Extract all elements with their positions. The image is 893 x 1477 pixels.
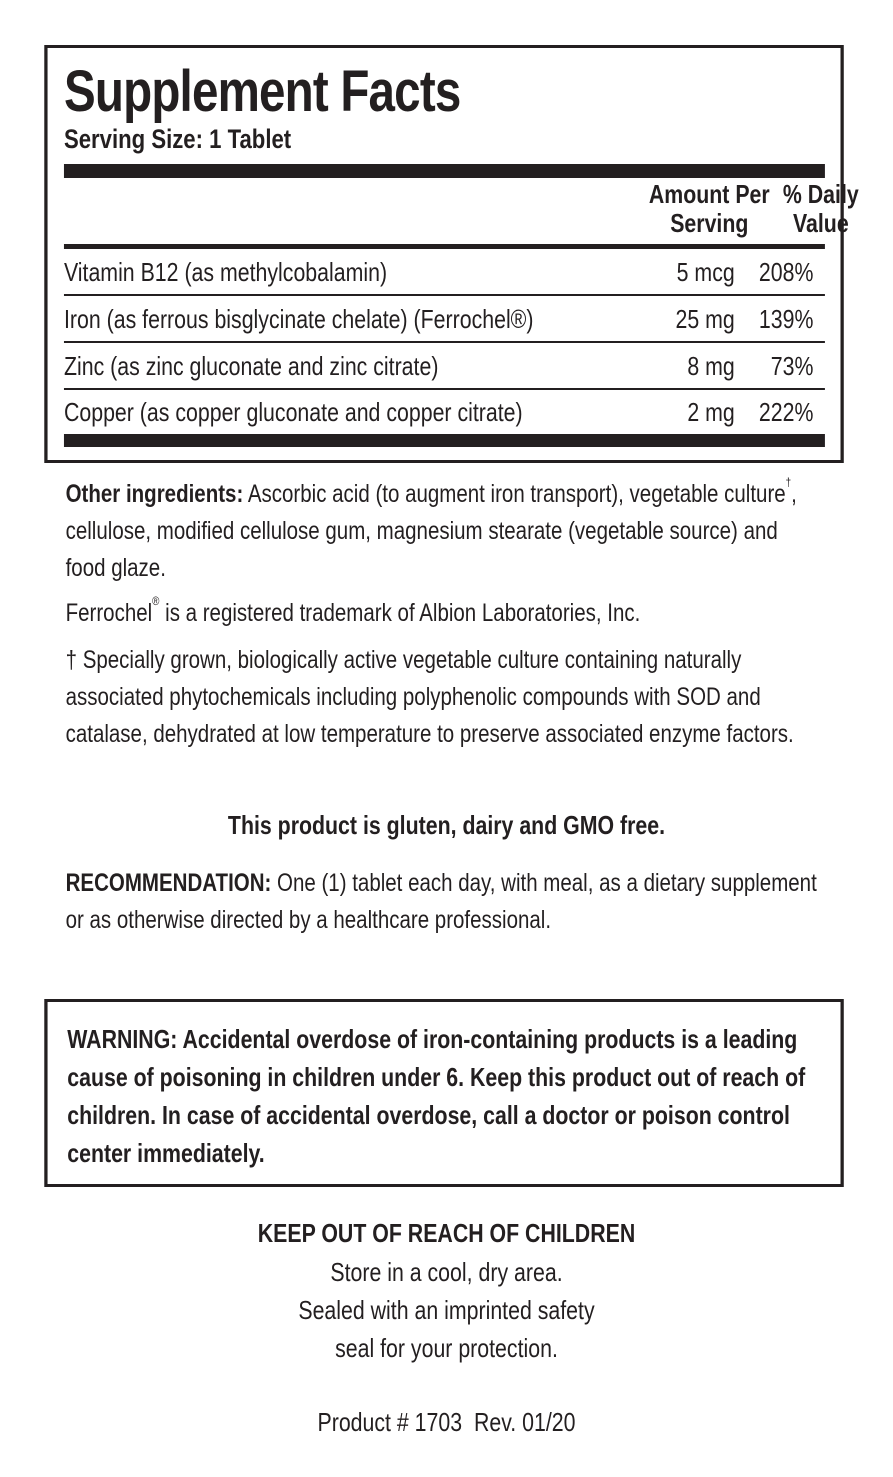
trademark-name: Ferrochel <box>65 599 153 627</box>
supplement-facts-panel: Supplement Facts Serving Size: 1 Tablet … <box>44 45 859 463</box>
other-ingredients-label: Other ingredients: <box>65 480 244 508</box>
header-dv-line1: % Daily <box>782 179 859 209</box>
nutrient-amount: 8 mg <box>687 351 735 381</box>
recommendation-label: RECOMMENDATION: <box>65 869 272 897</box>
seal-text-1: Sealed with an imprinted safety <box>298 1295 595 1325</box>
nutrient-amount: 2 mg <box>687 397 735 427</box>
dagger-mark: † <box>785 475 792 489</box>
header-amount-line2: Serving <box>670 208 749 238</box>
header-dv-line2: Value <box>792 208 849 238</box>
nutrient-name: Zinc (as zinc gluconate and zinc citrate… <box>63 351 439 381</box>
nutrient-amount: 25 mg <box>675 304 735 334</box>
warning-box: WARNING: Accidental overdose of iron-con… <box>44 999 844 1187</box>
nutrient-dv: 139% <box>758 304 814 334</box>
keep-out-heading: KEEP OUT OF REACH OF CHILDREN <box>257 1218 636 1248</box>
divider-medium <box>63 244 825 249</box>
trademark-note: Ferrochel® is a registered trademark of … <box>66 595 820 632</box>
nutrient-dv: 73% <box>770 351 814 381</box>
nutrient-amount: 5 mcg <box>676 257 735 287</box>
nutrient-dv: 208% <box>758 257 814 287</box>
nutrient-name: Vitamin B12 (as methylcobalamin) <box>63 257 388 287</box>
nutrient-name: Iron (as ferrous bisglycinate chelate) (… <box>63 304 534 334</box>
storage-text: Store in a cool, dry area. <box>330 1257 563 1287</box>
registered-mark: ® <box>152 594 160 608</box>
divider-thick <box>63 164 825 178</box>
warning-text: WARNING: Accidental overdose of iron-con… <box>67 1024 806 1168</box>
product-number: Product # 1703 Rev. 01/20 <box>317 1407 576 1437</box>
header-amount: Amount Per Serving <box>648 180 771 238</box>
recommendation-text: One (1) tablet each day, with meal, as a… <box>65 869 817 934</box>
table-row: Iron (as ferrous bisglycinate chelate) (… <box>63 296 825 343</box>
culture-note: † Specially grown, biologically active v… <box>65 646 794 748</box>
trademark-text: is a registered trademark of Albion Labo… <box>159 599 641 627</box>
other-ingredients-text: Ascorbic acid (to augment iron transport… <box>243 480 786 508</box>
divider-thick-bottom <box>63 434 825 447</box>
table-row: Copper (as copper gluconate and copper c… <box>64 389 825 434</box>
header-daily-value: % Daily Value <box>780 180 862 238</box>
seal-text-2: seal for your protection. <box>335 1333 558 1363</box>
free-statement: This product is gluten, dairy and GMO fr… <box>227 810 666 840</box>
panel-title: Supplement Facts <box>63 59 461 124</box>
other-ingredients-text-cont: , cellulose, modified cellulose gum, mag… <box>65 480 797 582</box>
nutrient-dv: 222% <box>758 397 814 427</box>
recommendation: RECOMMENDATION: One (1) tablet each day,… <box>66 865 820 939</box>
serving-size: Serving Size: 1 Tablet <box>63 124 292 154</box>
table-row: Vitamin B12 (as methylcobalamin) 5 mcg 208… <box>63 249 825 296</box>
nutrient-name: Copper (as copper gluconate and copper c… <box>63 397 523 427</box>
other-ingredients: Other ingredients: Ascorbic acid (to aug… <box>66 476 820 587</box>
header-amount-line1: Amount Per <box>648 179 770 209</box>
table-row: Zinc (as zinc gluconate and zinc citrate… <box>63 343 825 390</box>
